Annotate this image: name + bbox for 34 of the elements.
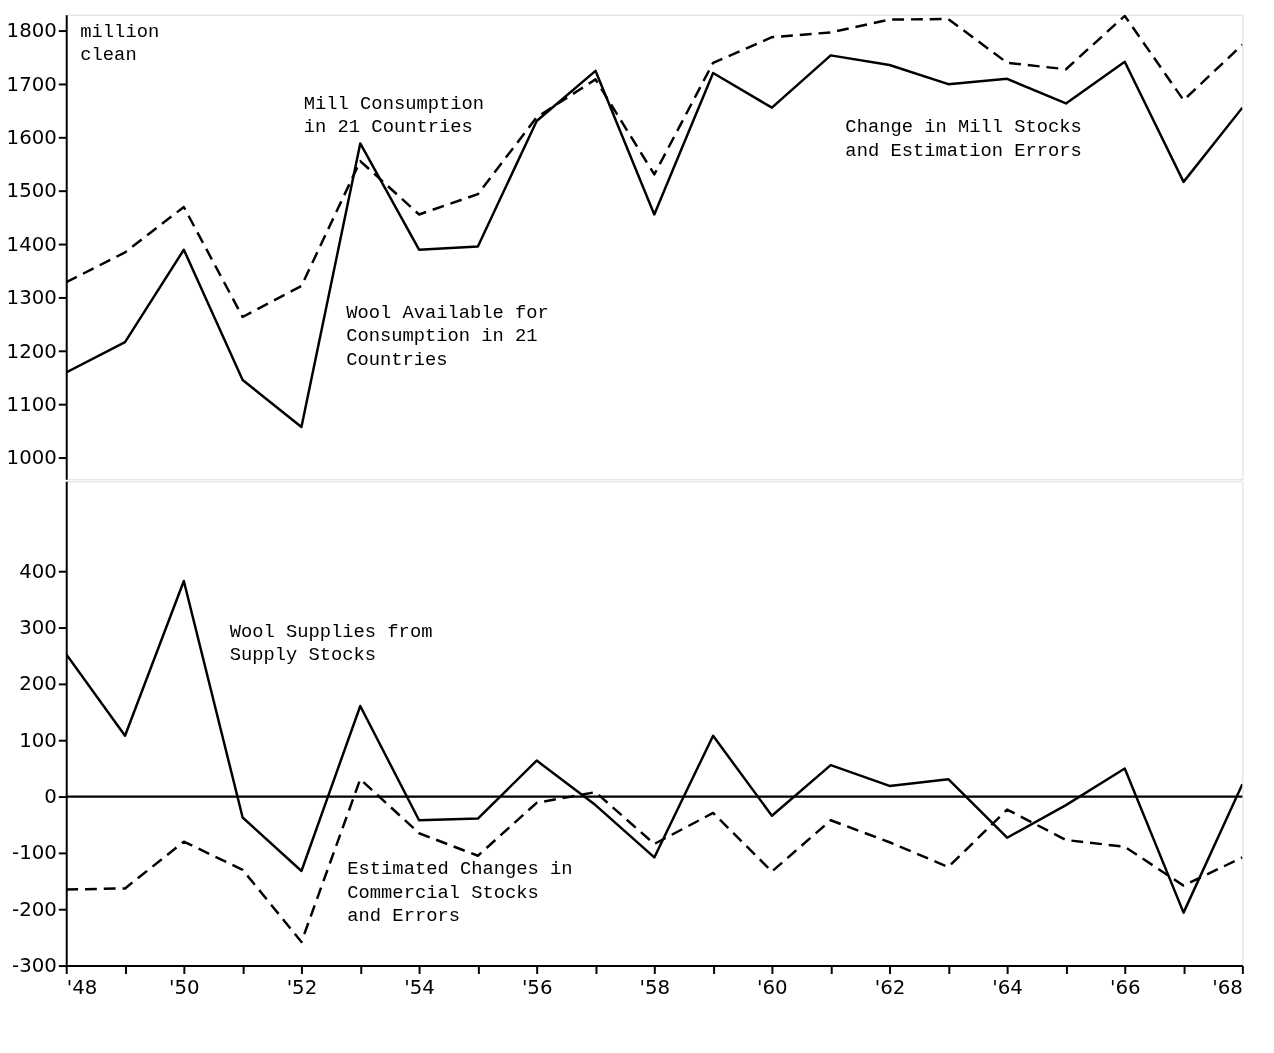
y-tick-label: 100 bbox=[19, 728, 57, 752]
series-label: Mill Consumption in 21 Countries bbox=[303, 92, 484, 139]
y-tick-label: 1400 bbox=[6, 232, 57, 256]
annotation: million clean bbox=[80, 20, 160, 67]
y-tick-label: 300 bbox=[19, 616, 57, 640]
y-tick-label: 1100 bbox=[6, 392, 57, 416]
series-label: Wool Available for Consumption in 21 Countries bbox=[346, 301, 549, 372]
x-tick-label: '52 bbox=[286, 975, 318, 999]
x-tick-label: '58 bbox=[639, 975, 671, 999]
y-tick-label: -100 bbox=[12, 841, 57, 865]
y-tick-label: 1300 bbox=[6, 286, 57, 310]
y-tick-label: 1800 bbox=[6, 19, 57, 43]
y-tick-label: 1600 bbox=[6, 126, 57, 149]
x-tick-label: '54 bbox=[404, 975, 435, 999]
y-tick-label: -300 bbox=[12, 954, 57, 977]
x-tick-label: '56 bbox=[521, 975, 553, 999]
y-tick-label: 400 bbox=[19, 559, 57, 583]
y-tick-label: 1700 bbox=[6, 72, 57, 96]
y-tick-label: -200 bbox=[12, 897, 57, 921]
y-tick-label: 1500 bbox=[6, 179, 57, 203]
x-tick-label: '60 bbox=[757, 975, 788, 999]
x-tick-label: '68 bbox=[1212, 975, 1243, 999]
y-tick-label: 0 bbox=[44, 785, 57, 809]
y-tick-label: 1000 bbox=[6, 446, 57, 470]
x-tick-label: '48 bbox=[66, 975, 98, 999]
y-tick-label: 1200 bbox=[6, 339, 57, 363]
y-tick-label: 200 bbox=[19, 672, 57, 696]
series-label: Wool Supplies from Supply Stocks bbox=[229, 620, 433, 667]
x-tick-label: '64 bbox=[992, 975, 1023, 999]
annotation: Change in Mill Stocks and Estimation Errors bbox=[845, 115, 1082, 162]
series-label: Estimated Changes in Commercial Stocks and Errors bbox=[347, 857, 573, 928]
x-tick-label: '50 bbox=[169, 975, 200, 999]
x-tick-label: '66 bbox=[1109, 975, 1141, 999]
x-tick-label: '62 bbox=[874, 975, 906, 999]
